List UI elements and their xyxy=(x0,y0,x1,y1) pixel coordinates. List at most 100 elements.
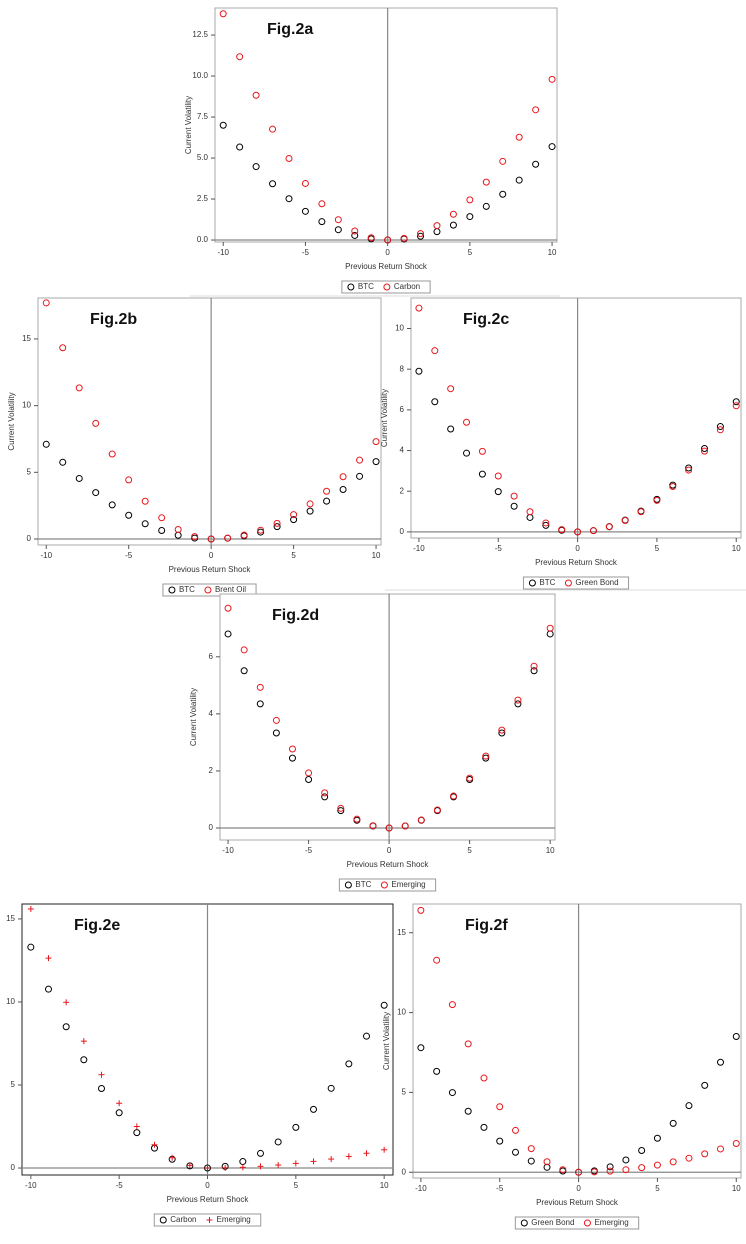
point xyxy=(515,176,523,184)
chart-title: Fig.2f xyxy=(465,917,508,934)
point xyxy=(273,519,281,527)
x-tick-label: 10 xyxy=(546,846,555,855)
point xyxy=(480,1123,488,1131)
point xyxy=(305,769,313,777)
point xyxy=(151,1141,158,1148)
point xyxy=(45,955,52,962)
point xyxy=(701,1150,709,1158)
legend-frame xyxy=(341,280,431,294)
point xyxy=(433,1067,441,1075)
point xyxy=(732,1033,740,1041)
legend-label: BTC xyxy=(179,585,195,594)
point xyxy=(499,190,507,198)
chart-panel: -10 -5 0 5 10 0 5 10 15 Previous Return Shock Curr… xyxy=(7,297,382,597)
x-tick-label: 0 xyxy=(387,846,392,855)
point xyxy=(482,752,490,760)
y-tick-label: 0 xyxy=(27,534,32,543)
legend-label: BTC xyxy=(358,282,374,291)
point xyxy=(301,179,309,187)
legend-label: BTC xyxy=(539,578,555,587)
point xyxy=(542,521,550,529)
y-tick-label: 8 xyxy=(400,364,405,373)
chart-title: Fig.2e xyxy=(74,917,120,934)
point xyxy=(339,473,347,481)
point xyxy=(605,523,613,531)
point xyxy=(323,487,331,495)
point xyxy=(685,466,693,474)
series xyxy=(219,10,556,244)
x-tick-label: 10 xyxy=(372,551,381,560)
y-tick-label: 2.5 xyxy=(197,194,209,203)
point xyxy=(717,1058,724,1066)
point xyxy=(543,1158,551,1166)
legend-marker xyxy=(206,1217,213,1223)
point xyxy=(589,527,597,535)
point xyxy=(417,232,425,240)
point xyxy=(433,806,441,814)
point xyxy=(292,1123,300,1131)
legend-marker xyxy=(159,1216,167,1224)
point xyxy=(367,234,375,242)
point xyxy=(494,488,502,496)
legend-label: BTC xyxy=(355,880,371,889)
point xyxy=(273,523,281,531)
point xyxy=(447,385,455,393)
point xyxy=(158,526,166,534)
x-tick-label: 5 xyxy=(655,544,660,553)
point xyxy=(306,507,314,515)
point xyxy=(327,1084,335,1092)
y-axis-label: Current Volatility xyxy=(184,96,193,154)
point xyxy=(701,447,709,455)
point xyxy=(275,1162,282,1169)
point xyxy=(653,1134,661,1142)
y-tick-label: 15 xyxy=(397,928,406,937)
point xyxy=(575,1168,583,1176)
point xyxy=(701,445,709,453)
point xyxy=(240,531,248,539)
point xyxy=(318,200,326,208)
point xyxy=(236,143,244,151)
point xyxy=(219,121,227,129)
point xyxy=(256,700,264,708)
legend: BTC Brent Oil xyxy=(162,583,257,597)
point xyxy=(133,1123,140,1130)
legend: Green Bond Emerging xyxy=(514,1216,640,1230)
point xyxy=(466,774,474,782)
point xyxy=(306,500,314,508)
point xyxy=(638,1164,646,1172)
point xyxy=(27,943,35,951)
point xyxy=(363,1150,370,1157)
point xyxy=(431,347,439,355)
point xyxy=(499,157,507,165)
point xyxy=(290,516,298,524)
point xyxy=(310,1158,317,1165)
y-axis-label: Current Volatility xyxy=(189,688,198,746)
point xyxy=(239,1164,246,1171)
point xyxy=(219,10,227,18)
point xyxy=(498,729,506,737)
point xyxy=(321,789,329,797)
y-tick-label: 10 xyxy=(6,997,15,1006)
point xyxy=(685,1154,693,1162)
point xyxy=(384,236,392,244)
y-tick-label: 12.5 xyxy=(192,30,208,39)
point xyxy=(75,474,83,482)
legend-label: Emerging xyxy=(391,880,425,889)
point xyxy=(337,807,345,815)
x-tick-label: 5 xyxy=(294,1181,299,1190)
point xyxy=(449,210,457,218)
point xyxy=(466,213,474,221)
point xyxy=(449,221,457,229)
point xyxy=(321,793,329,801)
legend-marker xyxy=(383,283,391,291)
x-tick-label: -10 xyxy=(25,1181,37,1190)
plot-frame xyxy=(214,7,558,243)
x-tick-label: -5 xyxy=(305,846,313,855)
point xyxy=(345,1153,352,1160)
point xyxy=(337,804,345,812)
point xyxy=(256,683,264,691)
point xyxy=(463,418,471,426)
x-axis-label: Previous Return Shock xyxy=(169,565,252,574)
point xyxy=(496,1137,504,1145)
point xyxy=(191,533,199,541)
